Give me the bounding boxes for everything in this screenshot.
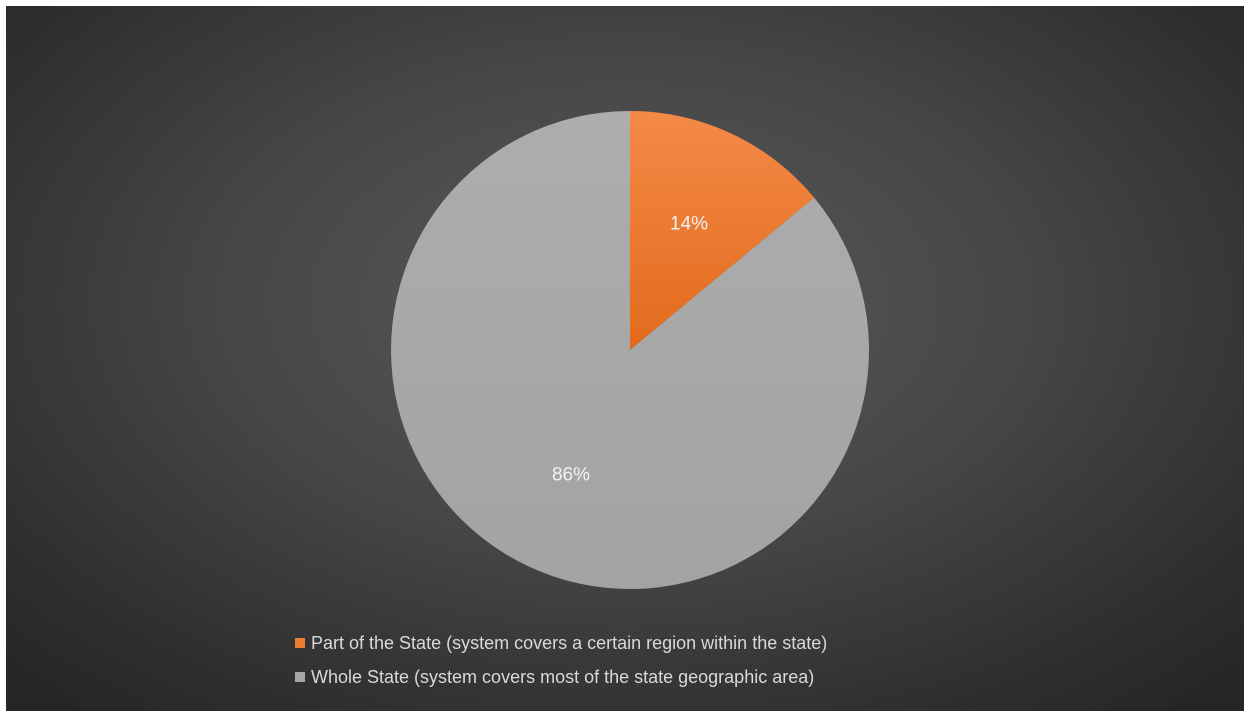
legend-item-part-of-state[interactable]: Part of the State (system covers a certa… [295,626,955,660]
pie-chart: 14% 86% [390,111,869,589]
legend-label-part-of-state: Part of the State (system covers a certa… [311,632,828,653]
data-label-whole-state: 86% [552,464,590,485]
legend-swatch-part-of-state [295,638,305,648]
legend-swatch-whole-state [295,672,305,682]
chart-area: 14% 86% Part of the State (system covers … [6,6,1244,711]
legend-label-whole-state: Whole State (system covers most of the s… [311,666,815,687]
slice-part-of-state[interactable] [630,111,815,350]
slice-whole-state[interactable] [390,111,869,589]
data-label-part-of-state: 14% [670,214,708,235]
legend: Part of the State (system covers a certa… [6,626,1244,694]
legend-item-whole-state[interactable]: Whole State (system covers most of the s… [295,660,955,694]
